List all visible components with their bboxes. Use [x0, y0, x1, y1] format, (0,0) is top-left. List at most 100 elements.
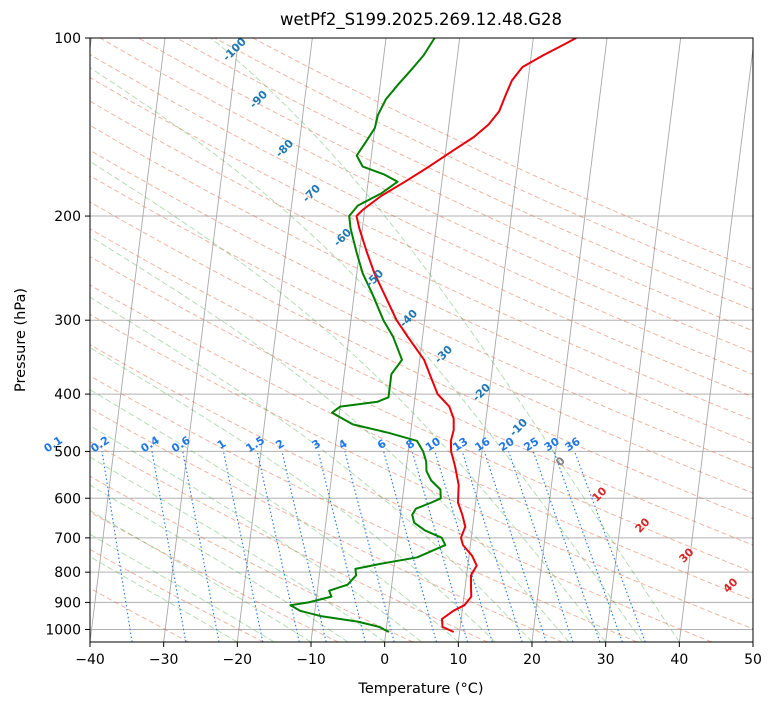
dry-adiabat: [90, 149, 753, 469]
background-grid: [90, 38, 753, 642]
mixing-ratio-line: [256, 451, 300, 642]
y-tick-label: 1000: [45, 622, 81, 638]
temperature-line: [355, 38, 577, 633]
mixing-ratio-line: [434, 451, 493, 642]
dry-adiabat: [90, 441, 488, 642]
dry-adiabat: [90, 548, 264, 642]
dry-adiabat: [90, 175, 753, 494]
isotherm-gridline: [457, 38, 534, 642]
mixing-ratio-label: 8: [404, 437, 418, 452]
adiabat-label: -50: [363, 267, 386, 290]
adiabat-label: 0: [553, 454, 568, 469]
mixing-ratio-line: [383, 451, 437, 642]
moist-adiabat: [90, 509, 312, 642]
dry-adiabat: [90, 76, 753, 398]
isotherm-gridline: [678, 45, 753, 642]
x-tick-label: −30: [149, 652, 179, 668]
dry-adiabat: [90, 475, 414, 642]
moist-adiabat: [90, 533, 275, 642]
y-tick-label: 800: [54, 565, 81, 581]
moist-adiabat: [90, 67, 643, 642]
x-tick-label: 30: [597, 652, 615, 668]
x-tick-label: 20: [523, 652, 541, 668]
adiabat-label: 20: [633, 515, 653, 535]
y-tick-label: 700: [54, 531, 81, 547]
isotherm-gridline: [384, 38, 461, 642]
y-tick-label: 600: [54, 491, 81, 507]
mixing-ratio-line: [553, 451, 623, 642]
moist-adiabat: [90, 296, 533, 642]
isoline-labels: 0.1 0.2 0.4 0.6 1 1.5 2 3 4 6 8 10 13 16 20 25 30 36-100-…: [42, 35, 741, 596]
mixing-ratio-label: 1.5: [244, 434, 267, 456]
x-tick-label: 50: [744, 652, 762, 668]
x-tick-label: −40: [75, 652, 105, 668]
y-tick-label: 500: [54, 444, 81, 460]
isotherm-gridline: [236, 38, 313, 642]
y-tick-label: 100: [54, 31, 81, 47]
dry-adiabat: [138, 38, 753, 332]
adiabat-label: -30: [432, 343, 455, 366]
axes: −40 −30 −20 −10 0 10 20 30 40 5010020030040050060…: [45, 31, 762, 668]
mixing-ratio-line: [483, 451, 547, 642]
moist-adiabat: [90, 389, 459, 642]
isotherm-gridline: [310, 38, 387, 642]
moist-adiabat: [90, 160, 607, 642]
dry-adiabat: [90, 511, 339, 642]
isotherm-gridline: [605, 38, 682, 642]
mixing-ratio-line: [151, 451, 187, 642]
mixing-ratio-line: [182, 451, 220, 642]
moist-adiabat: [90, 425, 422, 642]
moist-adiabat: [210, 38, 680, 642]
x-axis-title: Temperature (°C): [357, 681, 483, 697]
adiabat-label: -20: [470, 381, 493, 404]
isotherm-gridline: [163, 38, 240, 642]
mixing-ratio-line: [532, 451, 601, 642]
moist-adiabat: [90, 456, 385, 642]
x-tick-label: −10: [296, 652, 326, 668]
isotherm-gridline: [752, 638, 753, 642]
y-tick-label: 300: [54, 313, 81, 329]
y-tick-label: 200: [54, 209, 81, 225]
dry-adiabat: [176, 38, 753, 311]
moist-adiabat: [90, 484, 349, 642]
mixing-ratio-line: [411, 451, 469, 642]
dry-adiabat: [90, 100, 753, 421]
adiabat-label: -100: [220, 35, 249, 64]
dry-adiabat: [90, 256, 753, 573]
dry-adiabat: [90, 124, 753, 445]
x-tick-label: 0: [380, 652, 389, 668]
mixing-ratio-label: 4: [336, 437, 350, 452]
moist-adiabat: [90, 346, 496, 642]
dry-adiabat: [252, 38, 753, 270]
adiabat-label: -10: [507, 416, 530, 439]
adiabat-label: 10: [590, 484, 610, 504]
moist-adiabat: [90, 556, 238, 642]
adiabat-label: -80: [273, 137, 296, 160]
chart-title: wetPf2_S199.2025.269.12.48.G28: [280, 10, 562, 30]
dry-adiabat: [90, 587, 190, 642]
dry-adiabat: [90, 53, 753, 375]
mixing-ratio-line: [317, 451, 366, 642]
dry-adiabat: [214, 38, 753, 290]
mixing-ratio-line: [574, 451, 646, 642]
x-tick-label: 40: [670, 652, 688, 668]
mixing-ratio-line: [461, 451, 523, 642]
mixing-ratio-line: [344, 451, 395, 642]
y-tick-label: 400: [54, 387, 81, 403]
dry-adiabat: [90, 407, 563, 642]
mixing-ratio-label: 3: [310, 437, 324, 452]
dry-adiabat: [90, 201, 753, 520]
sounding-lines: [289, 38, 577, 633]
x-tick-label: 10: [449, 652, 467, 668]
y-axis-title: Pressure (hPa): [13, 288, 29, 392]
dewpoint-line: [289, 38, 447, 633]
dry-adiabat: [90, 313, 753, 630]
isotherm-gridline: [90, 38, 166, 642]
mixing-ratio-line: [508, 451, 574, 642]
dry-adiabat: [90, 228, 753, 546]
adiabat-label: 40: [721, 575, 741, 595]
mixing-ratio-line: [222, 451, 264, 642]
dry-adiabat: [90, 344, 712, 642]
y-tick-label: 900: [54, 595, 81, 611]
